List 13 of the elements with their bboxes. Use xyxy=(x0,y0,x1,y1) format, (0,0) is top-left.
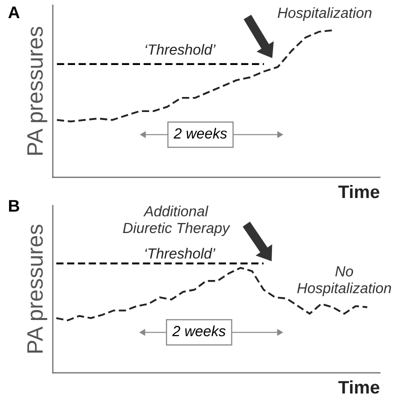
annotation: 2 weeks xyxy=(174,128,227,139)
chart-title: B xyxy=(9,200,20,212)
series-label: ‘Threshold’ xyxy=(146,44,216,55)
y-axis-title: PA pressures xyxy=(27,224,48,353)
text: Hospitalization xyxy=(278,7,372,21)
x-axis-title: Time xyxy=(338,380,380,394)
series-label: ‘Threshold’ xyxy=(145,248,216,259)
y-axis-title: PA pressures xyxy=(27,26,48,155)
annotation: 2 weeks xyxy=(172,326,226,336)
chart-title: A xyxy=(8,6,20,18)
text: Additional Diuretic Therapy xyxy=(123,206,230,236)
annotation: No Hospitalization xyxy=(297,266,391,296)
x-axis-title: Time xyxy=(338,184,380,198)
